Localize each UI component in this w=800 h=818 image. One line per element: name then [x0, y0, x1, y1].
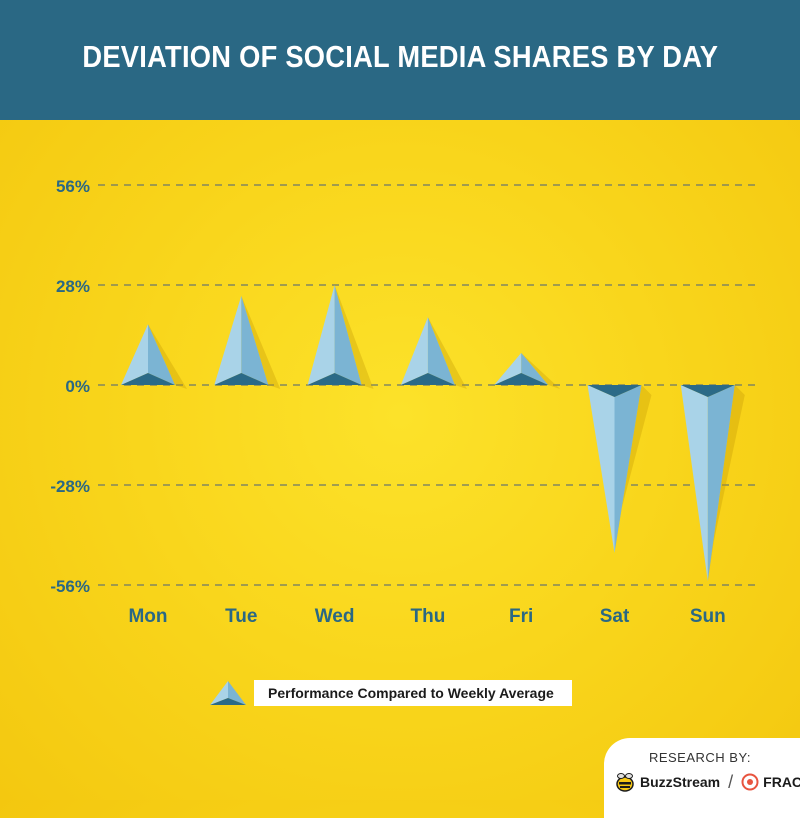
- bar-base: [400, 373, 455, 385]
- bar-shadow: [241, 295, 281, 389]
- x-tick-label: Wed: [315, 606, 355, 627]
- x-tick-label: Fri: [509, 606, 533, 627]
- bar-shadow: [334, 285, 374, 389]
- page-title: DEVIATION OF SOCIAL MEDIA SHARES BY DAY: [82, 39, 718, 74]
- bar-right-face: [427, 317, 455, 385]
- x-tick-label: Sat: [600, 606, 630, 627]
- chart: 56% 28% 0% -28% -56% Mon Tue Wed Thu Fri Sat Sun: [50, 177, 755, 627]
- bar-right-face: [614, 385, 642, 553]
- legend-pyramid-icon: [210, 681, 246, 705]
- fractl-icon: [741, 773, 759, 791]
- y-tick-label: -56%: [50, 577, 90, 596]
- legend: Performance Compared to Weekly Average: [208, 678, 572, 708]
- x-tick-label: Mon: [128, 606, 167, 627]
- bar-right-face: [334, 285, 362, 385]
- x-tick-label: Tue: [225, 606, 257, 627]
- buzzstream-logo-text: BuzzStream: [640, 774, 721, 790]
- credit-logos: BuzzStream / FRACTL: [614, 771, 800, 793]
- legend-label: Performance Compared to Weekly Average: [268, 685, 554, 701]
- bar-left-face: [587, 385, 615, 553]
- header-banner: DEVIATION OF SOCIAL MEDIA SHARES BY DAY: [0, 0, 800, 120]
- bar-shadow: [614, 385, 652, 553]
- bar-base: [121, 373, 175, 385]
- bar-shadow: [148, 324, 187, 389]
- bar-right-face: [521, 352, 549, 385]
- bar-left-face: [214, 295, 242, 385]
- bar-shadow: [427, 317, 467, 389]
- bar-left-face: [307, 285, 335, 385]
- bar-base: [494, 373, 549, 385]
- y-tick-label: 28%: [56, 277, 90, 296]
- credit-label: RESEARCH BY:: [648, 750, 752, 765]
- bar-right-face: [241, 295, 269, 385]
- credit-panel: RESEARCH BY: BuzzStream / FRACTL: [604, 738, 800, 818]
- y-tick-label: 0%: [65, 377, 90, 396]
- bar-left-face: [121, 324, 148, 385]
- bar-right-face: [707, 385, 735, 582]
- fractl-logo-text: FRACTL: [763, 774, 800, 790]
- bee-icon: [616, 773, 634, 792]
- bar-left-face: [494, 352, 522, 385]
- y-tick-label: -28%: [50, 477, 90, 496]
- bar-base: [307, 373, 362, 385]
- bar-base: [214, 373, 269, 385]
- bar-left-face: [400, 317, 428, 385]
- bar-shadow: [707, 385, 745, 582]
- bar-right-face: [148, 324, 175, 385]
- legend-box: Performance Compared to Weekly Average: [254, 680, 572, 706]
- bar-left-face: [680, 385, 708, 582]
- bar-base: [587, 385, 642, 397]
- y-tick-label: 56%: [56, 177, 90, 196]
- x-tick-label: Sun: [690, 606, 726, 627]
- bar-shadow: [521, 352, 561, 389]
- credit-separator: /: [728, 771, 734, 792]
- bar-base: [680, 385, 735, 397]
- x-tick-label: Thu: [410, 606, 445, 627]
